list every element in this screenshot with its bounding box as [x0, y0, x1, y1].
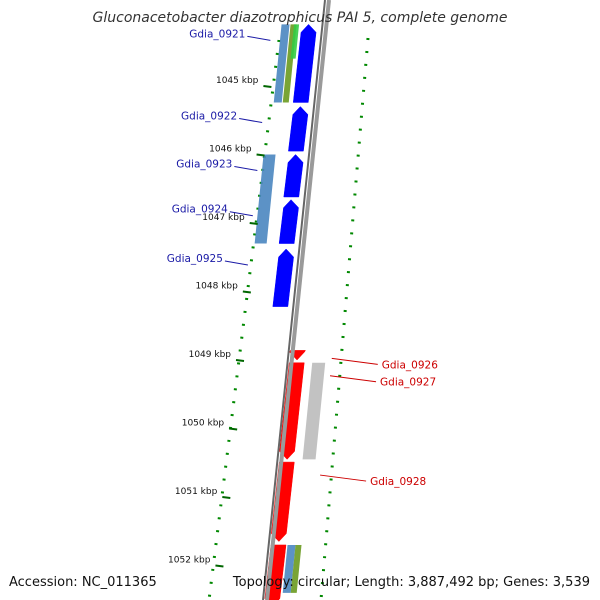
- gene-leader-line: [320, 474, 367, 482]
- tick-label: 1045 kbp: [216, 76, 259, 86]
- gene-leader-line: [331, 357, 378, 365]
- tick-label: 1046 kbp: [209, 145, 252, 155]
- tick-label: 1048 kbp: [195, 282, 238, 292]
- gene-label[interactable]: Gdia_0924: [172, 204, 228, 216]
- accession-label: Accession: NC_011365: [9, 575, 157, 590]
- gene-leader-line: [239, 118, 263, 124]
- forward-gene-arrow: [278, 199, 299, 244]
- gene-leader-line: [247, 35, 271, 41]
- gene-leader-line: [229, 211, 253, 217]
- tick-mark: [256, 153, 265, 157]
- gene-label[interactable]: Gdia_0928: [370, 476, 426, 488]
- blast-hit-bar: [273, 24, 290, 103]
- tick-mark: [235, 359, 245, 362]
- gene-labels: Gdia_0921 Gdia_0922 Gdia_0923 Gdia_0924 Gdia…: [167, 28, 438, 488]
- outer-dot-track: [319, 37, 370, 600]
- gene-leader-line: [224, 260, 248, 266]
- blast-hit-bar: [290, 24, 300, 59]
- gene-label[interactable]: Gdia_0921: [189, 28, 245, 40]
- blast-hit-bar: [254, 154, 276, 244]
- blast-hit-bar: [290, 544, 302, 593]
- backbone-outer-line: [265, 0, 331, 600]
- tick-label: 1050 kbp: [182, 419, 225, 429]
- tick-mark: [249, 222, 258, 225]
- forward-gene-arrow: [288, 106, 309, 152]
- gene-label[interactable]: Gdia_0927: [380, 377, 436, 389]
- map-title: Gluconacetobacter diazotrophicus PAI 5, …: [92, 10, 508, 26]
- gc-dot-tracks: [207, 37, 370, 600]
- gene-leader-line: [234, 166, 258, 171]
- backbone: [262, 0, 331, 600]
- gene-label[interactable]: Gdia_0926: [382, 359, 438, 371]
- gene-label[interactable]: Gdia_0922: [181, 111, 237, 123]
- forward-gene-arrow: [272, 248, 294, 307]
- forward-gene-arrow: [292, 23, 317, 103]
- feature-tracks: [254, 23, 326, 600]
- tick-mark: [222, 496, 231, 499]
- inner-dot-track: [207, 39, 281, 600]
- blast-hit-bar: [282, 544, 296, 593]
- gene-label[interactable]: Gdia_0923: [176, 159, 232, 171]
- gene-leader-line: [329, 375, 377, 383]
- tick-mark: [215, 564, 224, 568]
- tick-label: 1051 kbp: [175, 487, 218, 497]
- tick-label: 1052 kbp: [168, 556, 211, 566]
- tick-mark: [229, 427, 238, 431]
- forward-gene-arrow: [283, 154, 304, 198]
- backbone-inner-line: [262, 0, 326, 600]
- blast-hit-bar: [302, 362, 326, 460]
- tick-label: 1049 kbp: [189, 350, 232, 360]
- tick-label: 1047 kbp: [202, 213, 245, 223]
- kbp-ticks: 1045 kbp 1046 kbp 1047 kbp 1048 kbp 1049 kbp…: [168, 76, 272, 568]
- tick-mark: [263, 85, 272, 88]
- topology-label: Topology: circular; Length: 3,887,492 bp…: [232, 575, 590, 590]
- tick-mark: [242, 290, 251, 294]
- gene-label[interactable]: Gdia_0925: [167, 253, 223, 265]
